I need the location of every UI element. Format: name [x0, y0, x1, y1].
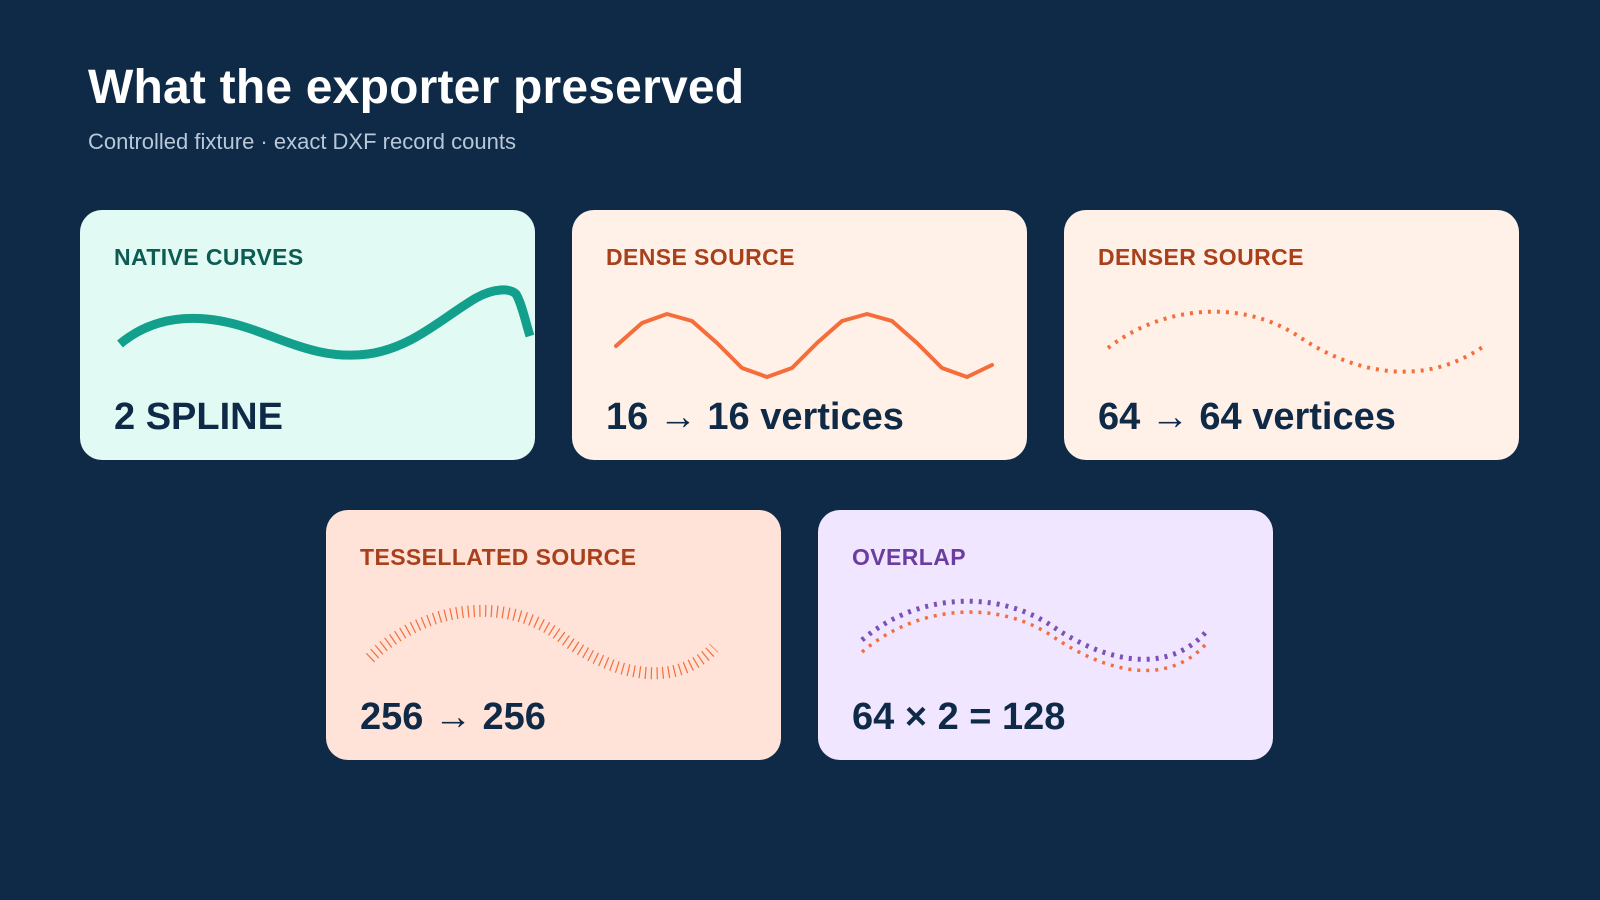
card-tessellated-source: TESSELLATED SOURCE 256 → 256	[326, 510, 781, 760]
card-label: OVERLAP	[852, 544, 966, 570]
card-value: 2 SPLINE	[114, 396, 283, 438]
polyline-curve-icon	[614, 312, 994, 379]
page-subtitle: Controlled fixture · exact DXF record co…	[88, 129, 516, 154]
card-overlap: OVERLAP 64 × 2 = 128	[818, 510, 1273, 760]
card-value: 64 → 64 vertices	[1098, 396, 1396, 438]
card-label: DENSER SOURCE	[1098, 244, 1304, 270]
page-title: What the exporter preserved	[88, 61, 745, 114]
overlapping-dashed-curves-icon	[860, 598, 1208, 673]
dashed-curve-icon	[1106, 309, 1486, 374]
card-label: NATIVE CURVES	[114, 244, 304, 270]
card-value: 16 → 16 vertices	[606, 396, 904, 438]
card-value: 256 → 256	[360, 696, 546, 738]
card-denser-source: DENSER SOURCE 64 → 64 vertices	[1064, 210, 1519, 460]
card-native-curves: NATIVE CURVES 2 SPLINE	[80, 210, 535, 460]
card-label: TESSELLATED SOURCE	[360, 544, 637, 570]
smooth-spline-curve-icon	[117, 285, 535, 360]
tick-curve-icon	[365, 604, 719, 680]
card-label: DENSE SOURCE	[606, 244, 795, 270]
card-value: 64 × 2 = 128	[852, 696, 1066, 738]
card-dense-source: DENSE SOURCE 16 → 16 vertices	[572, 210, 1027, 460]
